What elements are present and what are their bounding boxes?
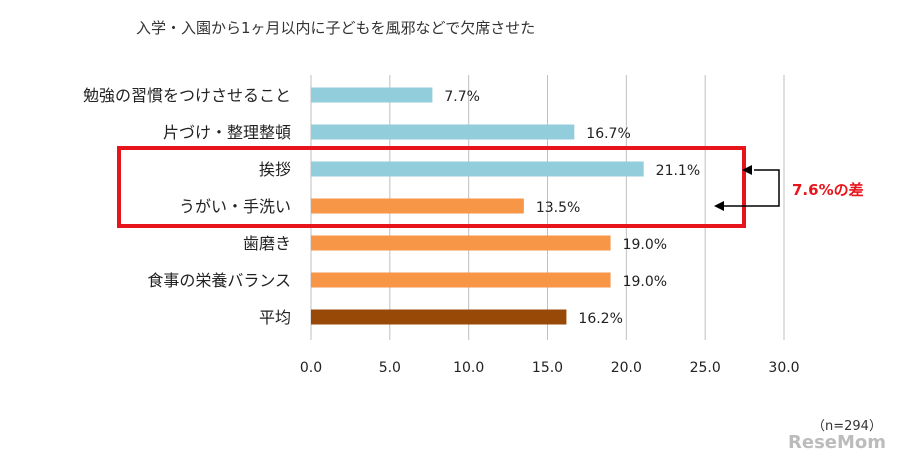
- value-labels: 7.7% 16.7% 21.1% 13.5% 19.0% 19.0% 16.2%: [444, 89, 700, 327]
- bars: [311, 87, 644, 325]
- value-label: 16.2%: [578, 311, 622, 327]
- value-label: 16.7%: [586, 126, 630, 142]
- bar-1: [311, 87, 433, 103]
- bar-3: [311, 161, 644, 177]
- highlight-box: [117, 146, 746, 228]
- category-label: 歯磨き: [243, 234, 291, 253]
- bar-6: [311, 272, 611, 288]
- category-label: 平均: [259, 308, 291, 327]
- category-label: 片づけ・整理整頓: [163, 123, 291, 142]
- chart-title: 入学・入園から1ヶ月以内に子どもを風邪などで欠席させた: [136, 19, 535, 37]
- difference-annotation: 7.6%の差: [792, 181, 864, 199]
- watermark-logo: ReseMom: [788, 432, 886, 453]
- value-label: 19.0%: [623, 274, 667, 290]
- difference-bracket: [714, 165, 780, 211]
- x-axis-ticks: 0.0 5.0 10.0 15.0 20.0 25.0 30.0: [300, 360, 800, 376]
- value-label: 21.1%: [656, 163, 700, 179]
- x-tick-label: 5.0: [379, 360, 401, 376]
- category-label: うがい・手洗い: [179, 197, 291, 216]
- bar-5: [311, 235, 611, 251]
- x-tick-label: 15.0: [532, 360, 563, 376]
- category-label: 挨拶: [259, 160, 291, 179]
- bar-2: [311, 124, 575, 140]
- x-tick-label: 10.0: [453, 360, 484, 376]
- value-label: 19.0%: [623, 237, 667, 253]
- value-label: 13.5%: [536, 200, 580, 216]
- category-label: 勉強の習慣をつけさせること: [83, 86, 291, 105]
- category-label: 食事の栄養バランス: [147, 271, 291, 290]
- value-label: 7.7%: [444, 89, 480, 105]
- x-tick-label: 20.0: [611, 360, 642, 376]
- sample-size-note: （n=294）: [812, 419, 882, 434]
- x-tick-label: 30.0: [768, 360, 799, 376]
- x-tick-label: 25.0: [690, 360, 721, 376]
- x-tick-label: 0.0: [300, 360, 322, 376]
- bar-4: [311, 198, 524, 214]
- category-labels: 勉強の習慣をつけさせること片づけ・整理整頓挨拶うがい・手洗い歯磨き食事の栄養バラ…: [83, 86, 291, 327]
- bar-7: [311, 309, 567, 325]
